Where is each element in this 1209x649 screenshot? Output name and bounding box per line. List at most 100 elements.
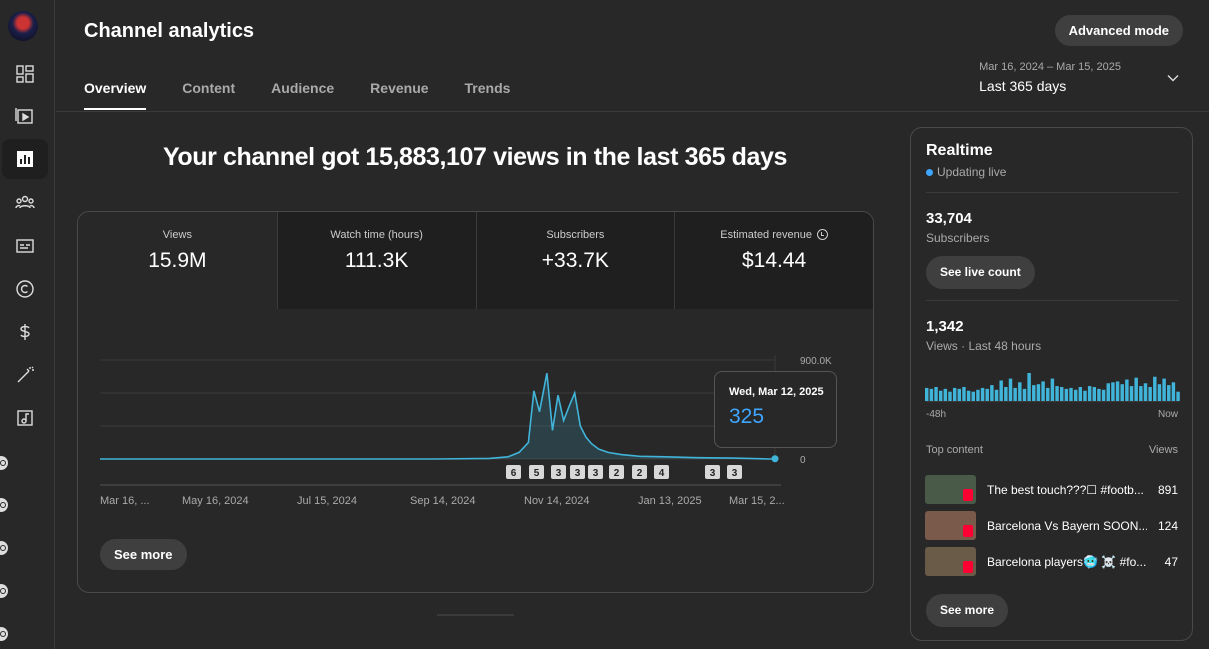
video-title: Barcelona Vs Bayern SOON... [987, 519, 1147, 533]
shorts-icon [963, 489, 973, 501]
realtime-bar [1171, 382, 1176, 401]
realtime-bar [929, 388, 934, 401]
content-icon[interactable] [2, 96, 48, 136]
metric-label: Views [162, 229, 192, 241]
views-area [100, 373, 775, 459]
tooltip-value: 325 [729, 405, 765, 428]
dashboard-icon[interactable] [2, 54, 48, 94]
realtime-views-count: 1,342 [926, 318, 964, 335]
tab-trends[interactable]: Trends [464, 80, 511, 96]
divider [926, 300, 1179, 301]
video-marker [609, 465, 624, 479]
views-48h-label: Views · Last 48 hours [926, 339, 1042, 353]
date-range-picker[interactable]: Mar 16, 2024 – Mar 15, 2025 Last 365 day… [979, 61, 1121, 94]
realtime-bar [1139, 386, 1143, 401]
video-thumbnail [925, 511, 976, 540]
advanced-mode-button[interactable]: Advanced mode [1054, 15, 1183, 46]
x-tick-label: May 16, 2024 [182, 495, 249, 507]
realtime-bar [1046, 387, 1050, 401]
shorts-icon [963, 525, 973, 537]
top-content-row[interactable]: Barcelona players🥶 ☠️ #fo... 47 [925, 547, 1178, 577]
top-content-row[interactable]: The best touch???☐ #footb... 891 [925, 475, 1178, 505]
video-marker [654, 465, 669, 479]
tab-overview[interactable]: Overview [84, 80, 147, 110]
tab-audience[interactable]: Audience [271, 80, 335, 96]
video-marker-label: 3 [593, 468, 599, 479]
chart-tooltip: Wed, Mar 12, 2025 325 [714, 371, 837, 448]
horizontal-scrollbar[interactable] [437, 614, 514, 616]
clock-icon [816, 229, 828, 240]
realtime-bar [1092, 387, 1097, 401]
metric-subscribers[interactable]: Subscribers +33.7K [475, 212, 675, 309]
realtime-bar [952, 387, 957, 401]
metric-views[interactable]: Views 15.9M [78, 212, 277, 309]
tab-content[interactable]: Content [182, 80, 236, 96]
audio-library-icon[interactable] [2, 398, 48, 438]
analytics-icon[interactable] [2, 139, 48, 179]
metric-revenue[interactable]: Estimated revenue $14.44 [674, 212, 873, 309]
realtime-bar [962, 387, 966, 401]
realtime-bar [1022, 388, 1027, 401]
metric-watch-time[interactable]: Watch time (hours) 111.3K [276, 212, 476, 309]
earn-dollar-icon[interactable] [2, 312, 48, 352]
copyright-icon[interactable] [2, 269, 48, 309]
realtime-bar [1115, 381, 1120, 401]
settings-mini-icon[interactable] [0, 498, 8, 512]
realtime-bar [1064, 388, 1069, 401]
tab-revenue[interactable]: Revenue [370, 80, 429, 96]
metric-value: 111.3K [344, 249, 409, 272]
subtitles-icon[interactable] [2, 226, 48, 266]
live-dot-icon [926, 169, 933, 176]
header: Channel analytics Advanced mode Overview… [56, 0, 1209, 112]
see-live-count-button[interactable]: See live count [926, 256, 1035, 289]
realtime-bar [1125, 379, 1129, 401]
video-marker [588, 465, 603, 479]
video-marker-label: 2 [614, 468, 620, 479]
views-column-label: Views [1148, 444, 1178, 456]
realtime-bar [1134, 377, 1138, 401]
realtime-bar [1153, 376, 1157, 401]
customization-wand-icon[interactable] [2, 355, 48, 395]
metric-value: +33.7K [541, 249, 609, 272]
settings-mini-icon[interactable] [0, 541, 8, 555]
video-thumbnail [925, 547, 976, 576]
date-range-dates: Mar 16, 2024 – Mar 15, 2025 [979, 61, 1121, 73]
realtime-bar [985, 388, 989, 401]
left-nav [0, 0, 55, 649]
community-icon[interactable] [2, 182, 48, 222]
views-line-chart[interactable]: 900.0K 0 6 5 3 3 3 2 2 4 3 3 Mar 16, ... May 16, 2024… [78, 309, 874, 539]
realtime-bar [1041, 381, 1045, 401]
top-content-row[interactable]: Barcelona Vs Bayern SOON... 124 [925, 511, 1178, 541]
tab-bar: Overview Content Audience Revenue Trends [84, 80, 546, 110]
realtime-bar [948, 391, 952, 401]
video-marker [506, 465, 521, 479]
realtime-bar [1106, 383, 1110, 401]
settings-mini-icon[interactable] [0, 456, 8, 470]
realtime-bar [1059, 387, 1064, 401]
chevron-down-icon[interactable] [1167, 72, 1179, 84]
realtime-bar [1097, 388, 1101, 401]
see-more-button[interactable]: See more [100, 539, 187, 570]
realtime-bar [1069, 387, 1073, 401]
channel-avatar[interactable] [8, 11, 38, 41]
video-marker-label: 3 [556, 468, 562, 479]
metric-value: $14.44 [742, 249, 807, 272]
realtime-see-more-button[interactable]: See more [926, 594, 1009, 627]
realtime-bar [1004, 387, 1008, 401]
realtime-bar [1162, 378, 1166, 401]
video-title: The best touch???☐ #footb... [987, 483, 1144, 497]
realtime-title: Realtime [926, 142, 993, 159]
settings-mini-icon[interactable] [0, 584, 8, 598]
realtime-card: Realtime Updating live 33,704 Subscriber… [910, 127, 1193, 641]
video-marker-label: 3 [732, 468, 738, 479]
x-tick-label: Mar 15, 2... [729, 495, 785, 507]
video-marker-label: 3 [710, 468, 716, 479]
metric-label: Watch time (hours) [330, 229, 423, 241]
updating-live-status: Updating live [926, 165, 1006, 179]
views-headline: Your channel got 15,883,107 views in the… [162, 143, 788, 171]
realtime-bar-chart[interactable] [925, 364, 1181, 401]
metric-value: 15.9M [148, 249, 207, 272]
video-marker-label: 5 [534, 468, 540, 479]
settings-mini-icon[interactable] [0, 627, 8, 641]
realtime-bar [1027, 373, 1031, 401]
